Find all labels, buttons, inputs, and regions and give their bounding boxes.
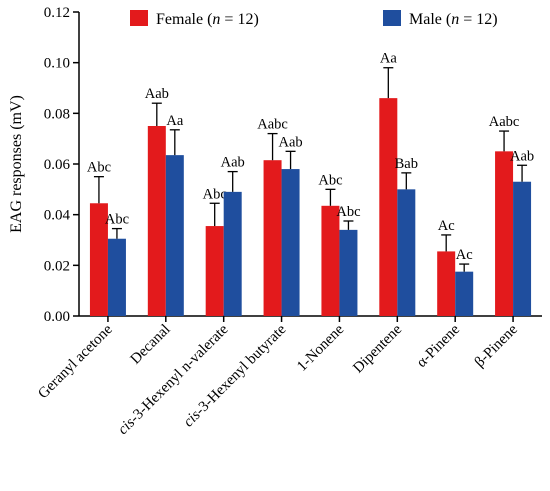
x-category-label: cis-3-Hexenyl n-valerate xyxy=(115,321,232,438)
significance-label: Ac xyxy=(456,247,473,263)
x-category-label-text: Geranyl acetone xyxy=(35,321,116,402)
significance-label: Aabc xyxy=(489,114,520,130)
bar-male xyxy=(513,181,532,316)
significance-label: Abc xyxy=(203,186,227,202)
significance-label: Aab xyxy=(278,134,302,150)
y-tick-label: 0.00 xyxy=(44,309,70,325)
bar-female xyxy=(89,203,108,316)
bar-male xyxy=(339,229,358,316)
bar-female xyxy=(495,151,514,316)
legend-label-italic: n xyxy=(212,11,220,28)
legend-label-prefix: Female ( xyxy=(156,11,212,28)
legend-swatch-male xyxy=(383,10,401,26)
x-category-label-text: Dipentene xyxy=(350,321,405,376)
y-tick-label: 0.04 xyxy=(44,208,71,224)
y-tick-label: 0.02 xyxy=(44,258,70,274)
significance-label: Abc xyxy=(87,160,111,176)
bar-male xyxy=(455,271,474,316)
y-tick-label: 0.06 xyxy=(44,157,71,173)
x-category-label-text: -3-Hexenyl n-valerate xyxy=(127,321,232,426)
legend-label-italic: n xyxy=(451,11,459,28)
x-category-label-text: 1-Nonene xyxy=(294,321,347,374)
y-tick-label: 0.10 xyxy=(44,56,70,72)
x-category-label: Decanal xyxy=(128,322,174,368)
legend-swatch-female xyxy=(130,10,148,26)
significance-label: Aa xyxy=(166,113,183,129)
legend-label-female: Female (n = 12) xyxy=(156,11,259,28)
bar-male xyxy=(223,191,242,316)
bar-male xyxy=(107,238,126,316)
legend-label-suffix: = 12) xyxy=(459,11,497,28)
bar-female xyxy=(263,160,282,316)
x-category-label: α-Pinene xyxy=(414,321,464,371)
x-category-label: Dipentene xyxy=(350,321,405,376)
y-axis-title: EAG responses (mV) xyxy=(8,95,25,233)
x-category-label: Geranyl acetone xyxy=(35,321,116,402)
x-category-label-text: α-Pinene xyxy=(414,321,464,371)
significance-label: Aab xyxy=(510,148,534,164)
x-category-label-text: Decanal xyxy=(128,322,174,368)
x-category-label-text: β-Pinene xyxy=(472,321,521,370)
y-tick-label: 0.08 xyxy=(44,106,70,122)
significance-label: Aab xyxy=(221,155,245,171)
x-category-label: cis-3-Hexenyl butyrate xyxy=(181,321,290,430)
significance-label: Bab xyxy=(395,156,418,172)
significance-label: Aabc xyxy=(257,117,288,133)
bar-female xyxy=(379,98,398,316)
bar-female xyxy=(437,251,456,316)
bar-male xyxy=(397,189,416,316)
significance-label: Abc xyxy=(336,204,360,220)
bar-male xyxy=(165,155,184,316)
legend-label-prefix: Male ( xyxy=(409,11,451,28)
y-tick-label: 0.12 xyxy=(44,5,70,21)
significance-label: Aa xyxy=(380,51,397,67)
x-category-label: 1-Nonene xyxy=(294,321,347,374)
significance-label: Abc xyxy=(105,212,129,228)
legend-label-suffix: = 12) xyxy=(220,11,258,28)
bar-male xyxy=(281,169,300,316)
significance-label: Abc xyxy=(318,172,342,188)
x-category-label: β-Pinene xyxy=(472,321,521,370)
bar-female xyxy=(205,226,224,316)
legend-label-male: Male (n = 12) xyxy=(409,11,498,28)
significance-label: Aab xyxy=(145,86,169,102)
bar-female xyxy=(321,205,340,316)
bar-female xyxy=(147,126,166,316)
significance-label: Ac xyxy=(438,218,455,234)
